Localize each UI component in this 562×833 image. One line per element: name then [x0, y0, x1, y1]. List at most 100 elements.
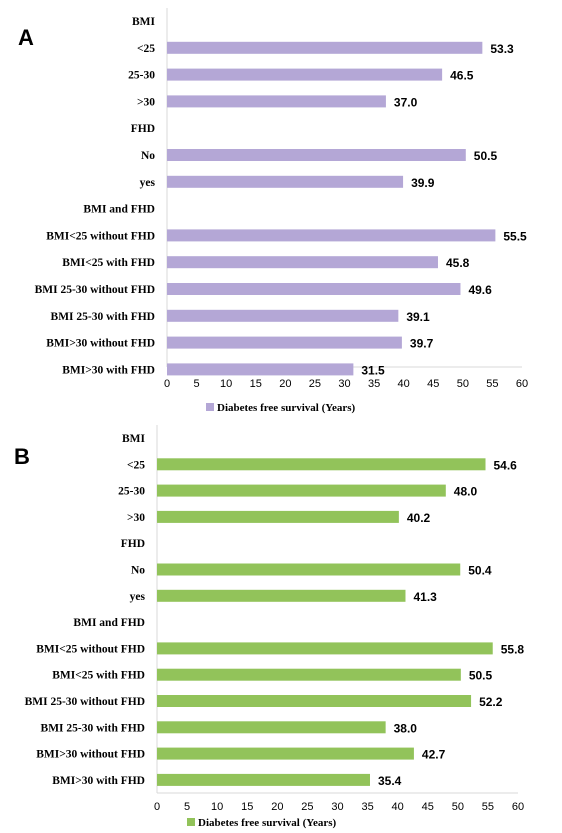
category-label: No [141, 150, 155, 162]
legend-swatch [187, 818, 195, 826]
value-label: 50.5 [469, 669, 493, 683]
value-label: 52.2 [479, 695, 503, 709]
x-tick-label: 55 [482, 801, 494, 813]
x-tick-label: 25 [309, 378, 321, 390]
x-tick-label: 60 [512, 801, 524, 813]
x-tick-label: 25 [301, 801, 313, 813]
x-tick-label: 15 [250, 378, 262, 390]
value-label: 46.5 [450, 69, 474, 83]
bar [157, 458, 486, 471]
category-label: BMI>30 without FHD [46, 338, 155, 350]
category-label: BMI>30 without FHD [36, 749, 145, 761]
category-label: BMI<25 without FHD [46, 230, 155, 242]
category-label: <25 [127, 459, 145, 471]
bar [167, 68, 443, 81]
value-label: 55.8 [501, 642, 525, 656]
category-label: No [131, 565, 145, 577]
category-label: yes [140, 177, 156, 189]
category-label: BMI 25-30 with FHD [51, 311, 155, 323]
x-tick-label: 35 [361, 801, 373, 813]
value-label: 38.0 [394, 721, 418, 735]
legend-swatch [206, 403, 214, 411]
category-label: BMI [122, 433, 146, 445]
x-tick-label: 35 [368, 378, 380, 390]
x-tick-label: 30 [331, 801, 343, 813]
category-label: 25-30 [118, 486, 145, 498]
panel-letter: A [18, 25, 34, 50]
category-label: >30 [137, 96, 155, 108]
value-label: 53.3 [490, 42, 514, 56]
legend-label: Diabetes free survival (Years) [217, 402, 356, 414]
x-tick-label: 60 [516, 378, 528, 390]
value-label: 49.6 [468, 283, 492, 297]
value-label: 48.0 [454, 485, 478, 499]
value-label: 54.6 [494, 458, 518, 472]
bar [157, 484, 446, 497]
x-tick-label: 5 [194, 378, 200, 390]
bar [157, 563, 461, 576]
bar [157, 589, 406, 602]
value-label: 39.7 [410, 337, 434, 351]
category-label: BMI [132, 16, 156, 28]
value-label: 31.5 [361, 363, 385, 377]
value-label: 37.0 [394, 95, 418, 109]
value-label: 42.7 [422, 748, 446, 762]
category-label: BMI>30 with FHD [62, 364, 155, 376]
x-tick-label: 0 [164, 378, 170, 390]
value-label: 50.4 [468, 564, 492, 578]
x-tick-label: 0 [154, 801, 160, 813]
bar [167, 363, 354, 376]
x-tick-label: 40 [392, 801, 404, 813]
value-label: 39.1 [406, 310, 430, 324]
bar [157, 642, 493, 655]
x-tick-label: 20 [271, 801, 283, 813]
value-label: 40.2 [407, 511, 431, 525]
x-tick-label: 30 [338, 378, 350, 390]
category-label: BMI 25-30 without FHD [35, 284, 155, 296]
category-label: FHD [121, 538, 145, 550]
category-label: BMI<25 with FHD [62, 257, 155, 269]
category-label: BMI<25 without FHD [36, 643, 145, 655]
category-label: BMI 25-30 with FHD [41, 722, 145, 734]
x-tick-label: 50 [452, 801, 464, 813]
category-label: BMI>30 with FHD [52, 775, 145, 787]
bar [157, 773, 370, 786]
bar [167, 95, 386, 108]
bar [157, 747, 414, 760]
x-tick-label: 45 [422, 801, 434, 813]
category-label: 25-30 [128, 70, 155, 82]
bar [167, 149, 466, 161]
x-tick-label: 50 [457, 378, 469, 390]
x-tick-label: 20 [279, 378, 291, 390]
x-tick-label: 5 [184, 801, 190, 813]
bar [167, 309, 399, 322]
value-label: 41.3 [413, 590, 437, 604]
category-label: BMI 25-30 without FHD [25, 696, 145, 708]
bar [157, 510, 399, 523]
x-tick-label: 15 [241, 801, 253, 813]
bar [167, 41, 483, 54]
category-label: yes [130, 591, 146, 603]
x-tick-label: 45 [427, 378, 439, 390]
x-tick-label: 55 [486, 378, 498, 390]
category-label: BMI and FHD [83, 204, 155, 216]
bar [167, 256, 438, 269]
category-label: BMI and FHD [73, 617, 145, 629]
value-label: 39.9 [411, 176, 435, 190]
chart-panel-b: B 0 5 10 15 20 25 30 35 40 45 50 55 60 BMI <25 54.6 25-30… [14, 425, 524, 829]
category-label: FHD [131, 123, 155, 135]
bar [157, 695, 472, 707]
value-label: 45.8 [446, 256, 470, 270]
value-label: 55.5 [503, 229, 527, 243]
bar [157, 721, 386, 734]
bar [167, 229, 496, 242]
category-label: >30 [127, 512, 145, 524]
bar [167, 283, 461, 295]
x-tick-label: 10 [211, 801, 223, 813]
x-tick-label: 40 [398, 378, 410, 390]
bar [167, 336, 402, 349]
category-label: <25 [137, 43, 155, 55]
panel-letter: B [14, 444, 30, 469]
legend-label: Diabetes free survival (Years) [198, 817, 337, 829]
